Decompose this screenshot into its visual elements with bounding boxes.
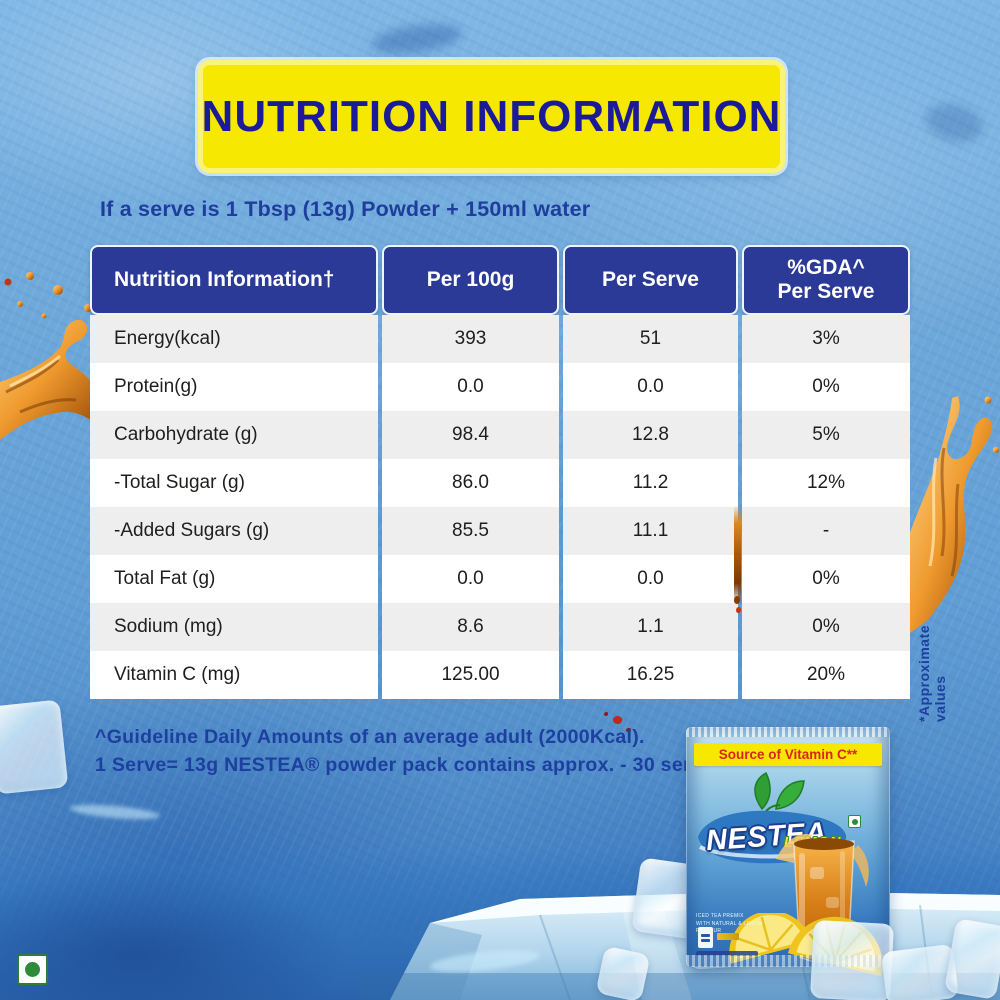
header-per-100g: Per 100g [382,245,559,315]
pack-veg-mark [848,815,861,828]
header-gda-text: %GDA^ Per Serve [777,255,875,303]
tea-leaves-icon [754,771,805,812]
title-banner: NUTRITION INFORMATION [198,60,785,173]
table-row: Protein(g) 0.0 0.0 0% [90,363,910,411]
veg-dot-icon [25,962,40,977]
vitamin-c-banner: Source of Vitamin C** [694,743,882,766]
nutrition-badge-icon [698,927,713,948]
page-title: NUTRITION INFORMATION [201,91,782,141]
tea-splash-right [908,396,999,633]
footnote-serves: 1 Serve= 13g NESTEA® powder pack contain… [95,754,725,776]
table-row: -Added Sugars (g) 85.5 11.1 - [90,507,910,555]
red-splash-dot [626,728,631,732]
tea-drip [734,505,741,605]
ice-cube [0,699,69,795]
approximate-values-note: *Approximate values [916,624,948,722]
tea-drip-drop [734,596,740,604]
water-foam [69,802,161,822]
serve-note: If a serve is 1 Tbsp (13g) Powder + 150m… [100,197,591,221]
table-row: Vitamin C (mg) 125.00 16.25 20% [90,651,910,699]
table-row: Total Fat (g) 0.0 0.0 0% [90,555,910,603]
header-gda: %GDA^ Per Serve [742,245,910,315]
weight-chip [717,933,739,940]
red-splash-dot [611,714,624,726]
table-body: Energy(kcal) 393 51 3% Protein(g) 0.0 0.… [90,315,910,699]
header-per-serve: Per Serve [563,245,738,315]
dark-water-patch [921,98,987,148]
veg-dot-icon [851,818,858,825]
ice-cube [595,945,651,1000]
table-row: Sodium (mg) 8.6 1.1 0% [90,603,910,651]
deep-water-shadow [0,850,390,1000]
nutrition-table: Nutrition Information† Per 100g Per Serv… [90,245,910,699]
tea-splash-left [0,272,108,440]
header-nutrition-information: Nutrition Information† [90,245,378,315]
table-row: Carbohydrate (g) 98.4 12.8 5% [90,411,910,459]
table-row: -Total Sugar (g) 86.0 11.2 12% [90,459,910,507]
tea-drip-drop [736,607,741,613]
footnote-gda: ^Guideline Daily Amounts of an average a… [95,726,645,748]
table-header-row: Nutrition Information† Per 100g Per Serv… [90,245,910,315]
red-splash-dot [604,712,608,716]
dark-water-patch [370,19,464,59]
veg-mark [17,954,48,985]
table-row: Energy(kcal) 393 51 3% [90,315,910,363]
vitamin-c-banner-text: Source of Vitamin C** [718,747,858,762]
pack-info-strip [696,951,758,956]
pack-crimp-edge [686,727,890,737]
